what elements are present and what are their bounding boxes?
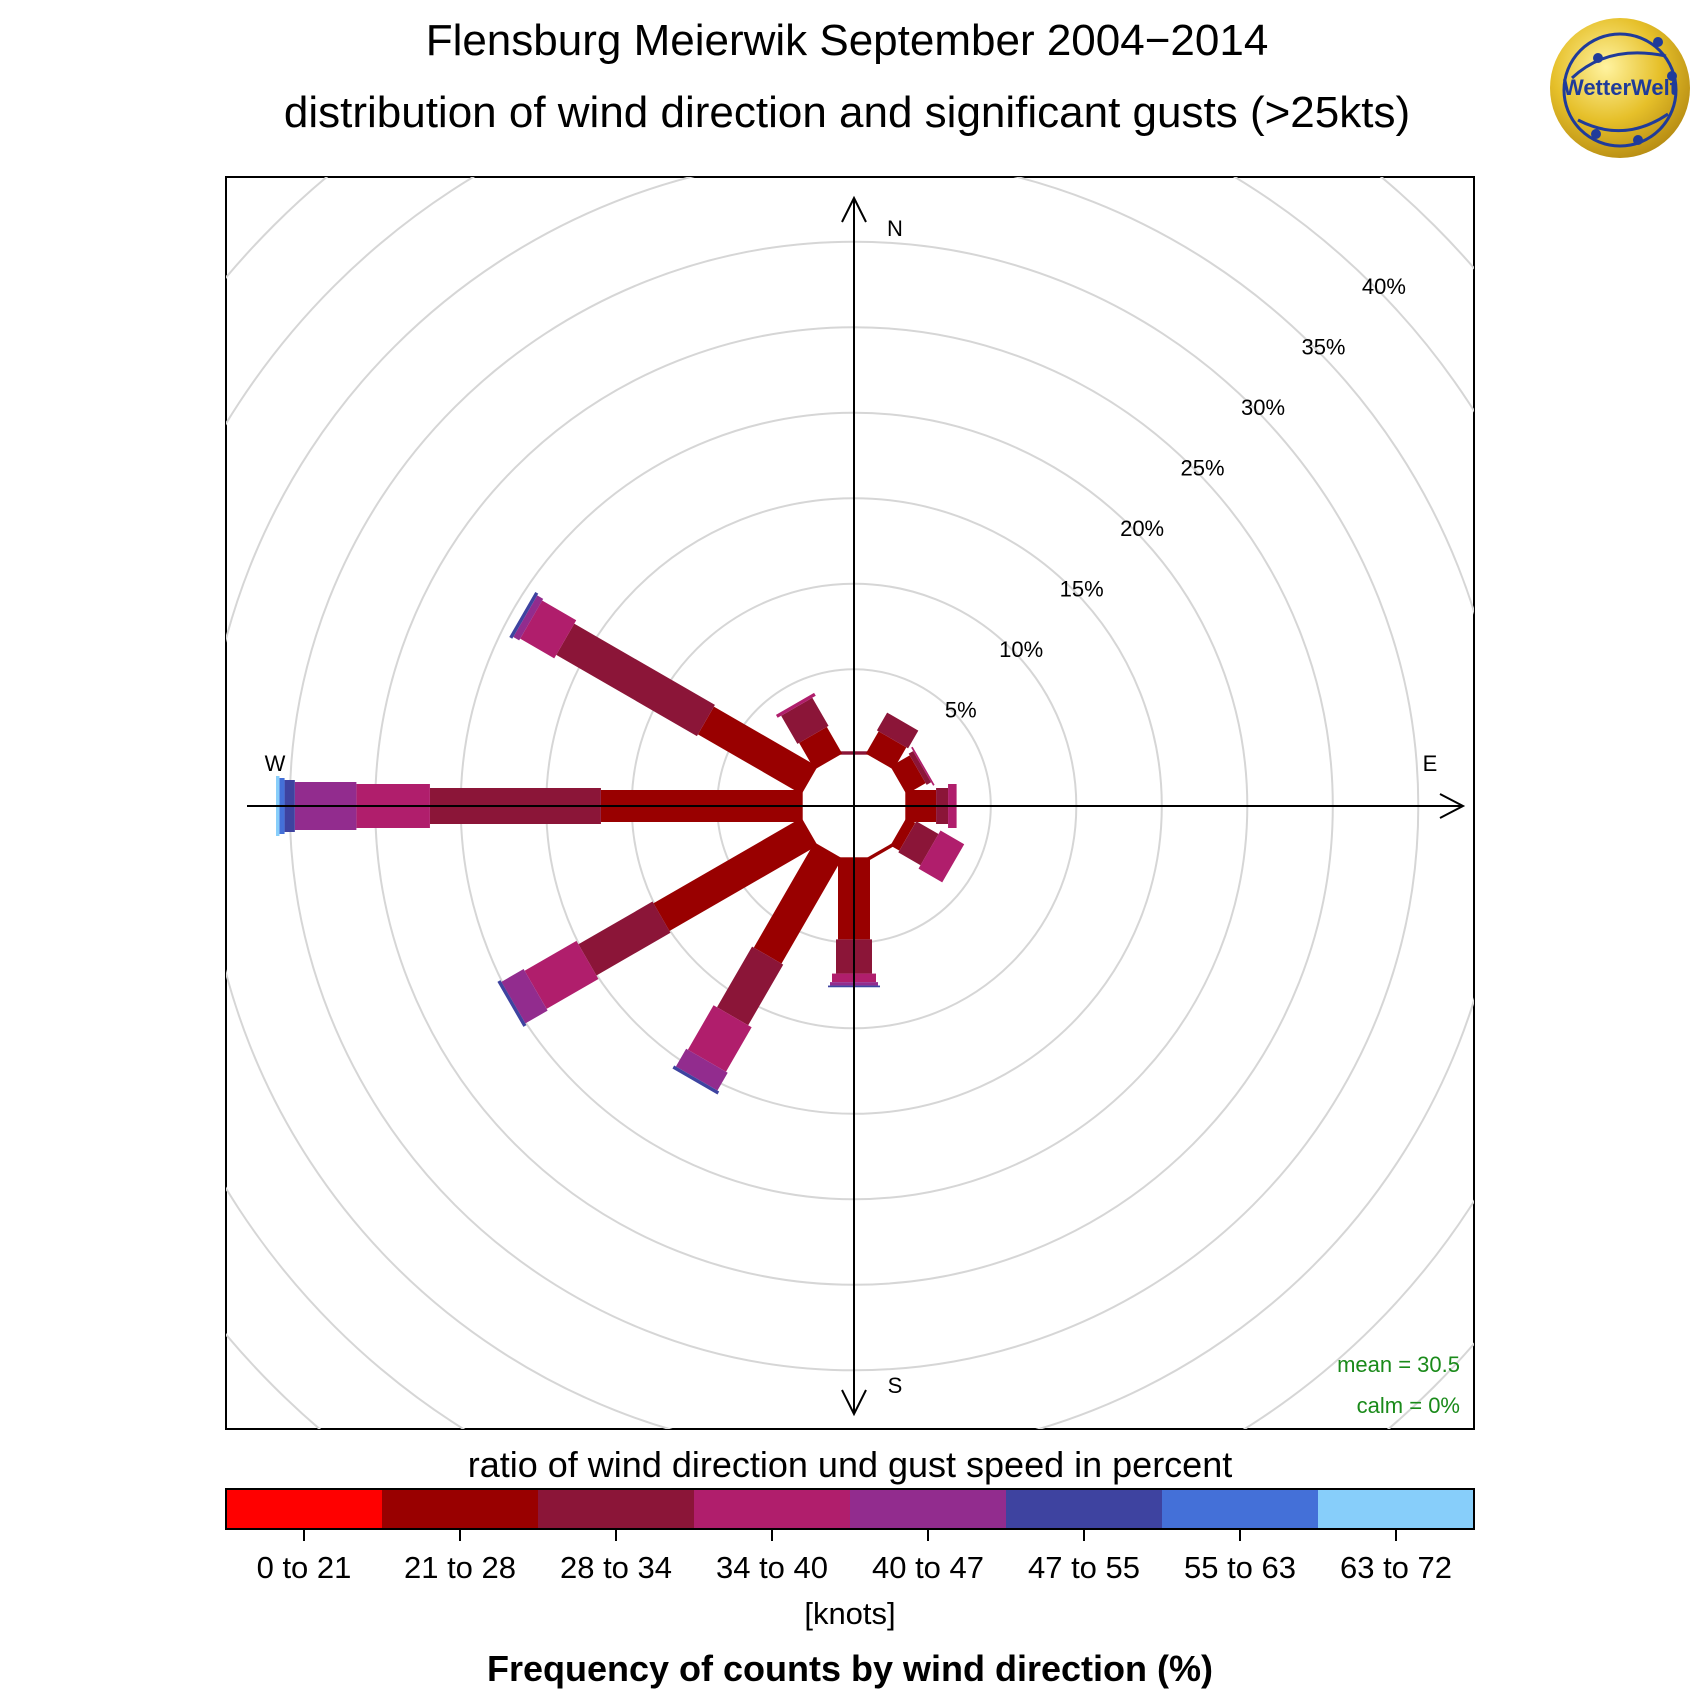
petal-segment xyxy=(509,591,539,639)
petal-segment xyxy=(520,600,577,659)
petal-segment xyxy=(781,697,829,744)
petal-segment xyxy=(556,623,715,737)
petal-segment xyxy=(890,817,916,851)
petal-segment xyxy=(717,946,784,1026)
radial-label: 40% xyxy=(1362,274,1406,299)
petal-segment xyxy=(687,1005,752,1072)
petal-segment xyxy=(775,692,816,718)
petal-segment xyxy=(753,842,843,964)
petal-segment xyxy=(524,940,599,1009)
radial-label: 15% xyxy=(1060,576,1104,601)
petal-30 xyxy=(865,712,919,770)
radial-label: 5% xyxy=(945,697,977,722)
legend-tick-label: 63 to 72 xyxy=(1339,1550,1453,1585)
petal-segment xyxy=(890,755,926,795)
svg-text:WetterWelt: WetterWelt xyxy=(1563,75,1678,100)
compass-axes xyxy=(247,195,1466,1417)
legend-swatch xyxy=(538,1489,694,1529)
petal-segment xyxy=(497,980,527,1027)
legend-swatch xyxy=(1318,1489,1474,1529)
legend-title: ratio of wind direction und gust speed i… xyxy=(467,1444,1233,1485)
petal-segment xyxy=(672,1065,720,1095)
petal-segment xyxy=(653,817,818,932)
legend-swatch xyxy=(1006,1489,1162,1529)
petal-segment xyxy=(865,842,896,862)
legend-tick-label: 34 to 40 xyxy=(715,1550,829,1585)
legend-footer: Frequency of counts by wind direction (%… xyxy=(486,1648,1214,1689)
legend-unit: [knots] xyxy=(804,1596,896,1631)
petal-segment xyxy=(876,712,919,749)
mean-label: mean = 30.5 xyxy=(1337,1352,1460,1377)
petal-segment xyxy=(675,1048,728,1091)
cardinal-label-w: W xyxy=(265,751,286,776)
petal-segment xyxy=(501,969,548,1024)
legend-tick-label: 28 to 34 xyxy=(559,1550,673,1585)
wind-petals xyxy=(276,591,965,1095)
cardinal-label-s: S xyxy=(888,1373,903,1398)
legend-tick-label: 21 to 28 xyxy=(403,1550,517,1585)
cardinal-label-e: E xyxy=(1423,751,1438,776)
legend-swatch xyxy=(694,1489,850,1529)
rose-labels: N E S W xyxy=(265,216,1438,1398)
radial-label: 10% xyxy=(999,637,1043,662)
petal-segment xyxy=(911,746,935,786)
petal-300 xyxy=(509,591,818,795)
petal-segment xyxy=(578,901,671,976)
petal-330 xyxy=(775,692,843,770)
petal-210 xyxy=(672,842,843,1095)
arrow-south-icon xyxy=(841,1389,867,1417)
petal-240 xyxy=(497,817,818,1027)
petal-segment xyxy=(697,706,818,795)
legend-tick-label: 47 to 55 xyxy=(1027,1550,1141,1585)
legend-swatch xyxy=(850,1489,1006,1529)
petal-150 xyxy=(865,842,896,862)
legend-tick-label: 40 to 47 xyxy=(871,1550,985,1585)
petal-segment xyxy=(898,821,939,866)
chart-subtitle: distribution of wind direction and signi… xyxy=(283,88,1411,137)
radial-label: 30% xyxy=(1241,395,1285,420)
chart-title: Flensburg Meierwik September 2004−2014 xyxy=(425,16,1269,65)
arrow-north-icon xyxy=(841,195,867,223)
petal-segment xyxy=(908,751,932,785)
petal-segment xyxy=(918,830,965,883)
calm-label: calm = 0% xyxy=(1357,1393,1460,1418)
radial-labels: 5% 10% 15% 20% 25% 30% 35% 40% xyxy=(945,274,1406,722)
petal-segment xyxy=(513,595,544,641)
radial-label: 20% xyxy=(1120,516,1164,541)
petal-segment xyxy=(799,726,843,770)
arrow-east-icon xyxy=(1439,793,1466,819)
radial-label: 35% xyxy=(1301,335,1345,360)
cardinal-label-n: N xyxy=(887,216,903,241)
petal-60 xyxy=(890,746,935,795)
legend-swatch xyxy=(1162,1489,1318,1529)
radial-label: 25% xyxy=(1181,455,1225,480)
legend-tick-label: 0 to 21 xyxy=(256,1550,352,1585)
legend-swatch xyxy=(382,1489,538,1529)
legend-swatch xyxy=(226,1489,382,1529)
wetterwelt-logo: WetterWelt xyxy=(1550,18,1690,158)
legend-colorbar xyxy=(225,1488,1475,1541)
petal-120 xyxy=(890,817,965,883)
legend-tick-label: 55 to 63 xyxy=(1183,1550,1297,1585)
plot-frame xyxy=(225,176,1475,1430)
petal-segment xyxy=(865,731,907,770)
